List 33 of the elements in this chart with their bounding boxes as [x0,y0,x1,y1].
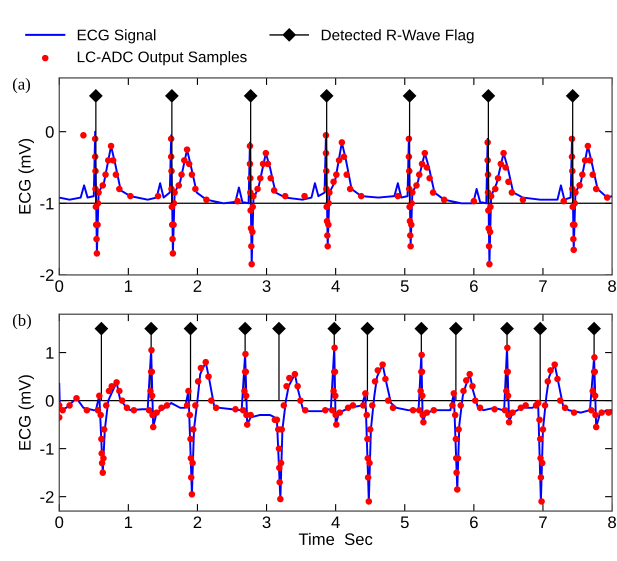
y-tick-label: -2 [40,269,54,281]
x-tick-label: 2 [194,516,202,528]
legend-label: Detected R-Wave Flag [322,29,474,44]
y-tick-label: -1 [40,443,54,455]
x-tick-label: 0 [55,280,64,292]
y-tick-label: -2 [40,491,54,503]
text: (a) [12,78,30,94]
x-tick-label: 4 [331,516,340,528]
x-tick-label: 3 [262,516,270,528]
x-tick-label: 7 [539,516,547,528]
x-tick-label: 3 [262,280,270,292]
y-axis-title: ECG (mV) [18,375,34,450]
x-tick-label: 1 [124,516,132,528]
x-tick-label: 5 [400,280,409,292]
y-tick-label: 1 [46,347,54,359]
x-tick-label: 8 [608,280,616,292]
x-axis-title: Time Sec [298,532,372,546]
x-tick-label: 8 [608,516,616,528]
x-tick-label: 4 [331,280,340,292]
x-tick-label: 7 [539,280,547,292]
legend-label: LC-ADC Output Samples [78,51,247,66]
x-tick-label: 6 [470,280,478,292]
x-tick-label: 1 [124,280,132,292]
y-tick-label: -1 [40,198,54,210]
x-tick-label: 2 [194,280,202,292]
legend-label: ECG Signal [78,29,156,44]
x-tick-label: 5 [400,516,409,528]
y-axis-title: ECG (mV) [18,139,34,214]
x-tick-label: 6 [470,516,478,528]
text: (b) [12,314,31,330]
y-tick-label: 0 [46,395,54,407]
x-tick-label: 0 [55,516,64,528]
y-tick-label: 0 [46,126,54,138]
